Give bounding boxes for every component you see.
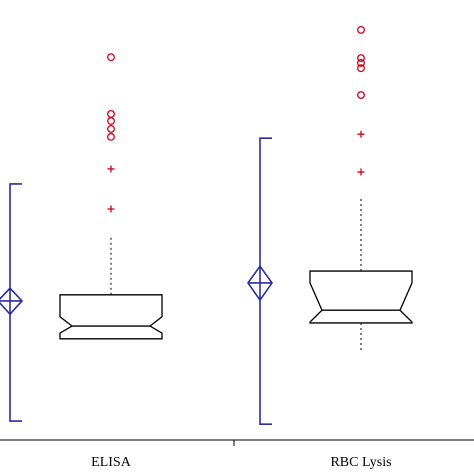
- outlier-circle: [107, 53, 115, 62]
- mean-diamond: [247, 264, 273, 302]
- x-tick-label: RBC Lysis: [330, 455, 391, 470]
- outlier-circle: [357, 58, 365, 67]
- outlier-circle: [357, 25, 365, 34]
- outlier-plus: [107, 205, 115, 213]
- outlier-circle: [107, 110, 115, 118]
- x-tick-label: ELISA: [91, 455, 132, 470]
- outlier-circle: [357, 64, 365, 73]
- range-bar: [9, 183, 22, 422]
- box: [309, 270, 413, 324]
- outlier-plus: [357, 130, 365, 138]
- outlier-circle: [107, 124, 115, 133]
- mean-diamond: [0, 287, 24, 316]
- outlier-circle: [357, 54, 365, 63]
- outlier-circle: [357, 91, 365, 99]
- range-bar: [259, 137, 272, 425]
- outlier-plus: [107, 165, 115, 173]
- outlier-circle: [107, 132, 115, 141]
- box: [59, 294, 163, 340]
- outlier-plus: [357, 168, 365, 176]
- outlier-circle: [107, 117, 115, 125]
